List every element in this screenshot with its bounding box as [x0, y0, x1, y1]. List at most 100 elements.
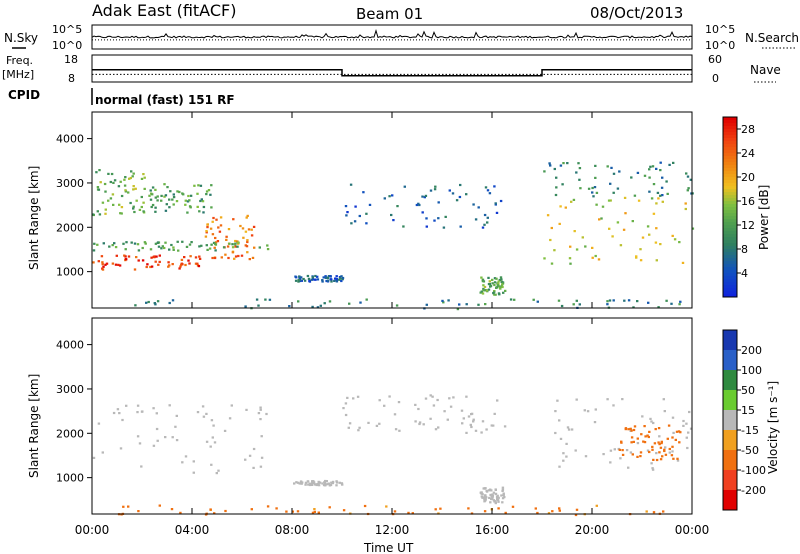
data-cell [198, 245, 201, 248]
data-cell [441, 299, 444, 302]
data-cell [167, 261, 170, 264]
data-cell [98, 213, 102, 216]
data-cell [251, 256, 255, 259]
colorbar-segment [723, 174, 737, 178]
data-cell [179, 265, 182, 268]
data-cell [248, 454, 252, 457]
data-cell [566, 162, 569, 165]
data-cell [124, 248, 127, 251]
data-cell [592, 195, 595, 198]
data-cell [641, 236, 645, 239]
data-cell [497, 282, 500, 286]
data-cell [97, 422, 101, 425]
data-cell [225, 235, 228, 238]
data-cell [417, 407, 420, 411]
data-cell [259, 465, 263, 468]
data-cell [558, 222, 561, 225]
data-cell [175, 200, 179, 203]
data-cell [437, 201, 440, 204]
colorbar-segment [723, 216, 737, 220]
data-cell [125, 241, 128, 244]
data-cell [663, 449, 666, 453]
nave-right-tick-bottom: 0 [712, 72, 719, 85]
data-cell [623, 196, 627, 199]
data-cell [230, 404, 233, 407]
noise-panel: N.Sky 10^5 10^0 10^5 10^0 N.Search [4, 23, 799, 52]
data-cell [606, 398, 609, 401]
data-cell [363, 504, 367, 508]
power-colorbar-label: Power [dB] [757, 185, 771, 250]
noise-right-tick-bottom: 10^0 [705, 39, 735, 52]
data-cell [319, 304, 322, 307]
data-cell [214, 236, 217, 240]
data-cell [447, 299, 450, 302]
data-cell [498, 278, 501, 282]
freq-label: Freq. [6, 54, 33, 67]
data-cell [578, 178, 581, 181]
data-cell [338, 481, 341, 484]
colorbar-segment [723, 264, 737, 268]
data-cell [402, 225, 405, 228]
data-cell [488, 496, 491, 499]
data-cell [659, 194, 662, 197]
data-cell [624, 428, 627, 431]
data-cell [324, 275, 327, 278]
data-cell [250, 508, 253, 511]
data-cell [459, 183, 462, 187]
data-cell [659, 458, 663, 461]
colorbar-segment [723, 189, 737, 193]
data-cell [448, 397, 451, 400]
data-cell [184, 199, 187, 202]
data-cell [205, 440, 209, 443]
data-cell [651, 165, 655, 168]
data-cell [536, 511, 539, 515]
data-cell [194, 262, 198, 265]
data-cell [494, 493, 497, 496]
data-cell [312, 480, 315, 483]
data-cell [207, 189, 211, 192]
power-scatter [92, 161, 695, 311]
data-cell [169, 190, 172, 193]
data-cell [346, 396, 349, 399]
data-cell [494, 502, 497, 505]
colorbar-segment [723, 285, 737, 289]
data-cell [561, 183, 564, 186]
data-cell [594, 408, 597, 411]
data-cell [494, 488, 497, 491]
data-cell [316, 306, 320, 309]
data-cell [482, 289, 485, 292]
colorbar-tick-label: 24 [741, 147, 755, 160]
data-cell [653, 442, 657, 445]
data-cell [111, 193, 115, 196]
data-cell [157, 263, 160, 266]
data-cell [434, 508, 437, 511]
freq-left-tick-bottom: 8 [68, 72, 75, 85]
data-cell [546, 214, 550, 217]
data-cell [629, 427, 632, 430]
data-cell [171, 436, 174, 439]
data-cell [664, 446, 667, 449]
data-cell [188, 205, 192, 208]
data-cell [383, 197, 386, 200]
data-cell [109, 197, 113, 200]
data-cell [210, 419, 214, 422]
data-cell [671, 436, 674, 439]
data-cell [485, 428, 488, 431]
data-cell [103, 182, 107, 186]
freq-left-tick-top: 18 [64, 53, 78, 66]
data-cell [662, 510, 665, 513]
data-cell [486, 216, 489, 219]
data-cell [293, 482, 296, 485]
data-cell [325, 480, 328, 483]
data-cell [594, 176, 597, 179]
data-cell [497, 507, 500, 510]
data-cell [662, 398, 665, 401]
data-cell [566, 426, 570, 429]
data-cell [127, 505, 130, 508]
data-cell [297, 280, 300, 283]
data-cell [673, 238, 677, 241]
data-cell [595, 504, 598, 507]
data-cell [117, 185, 121, 188]
data-cell [252, 466, 255, 469]
data-cell [344, 402, 348, 405]
